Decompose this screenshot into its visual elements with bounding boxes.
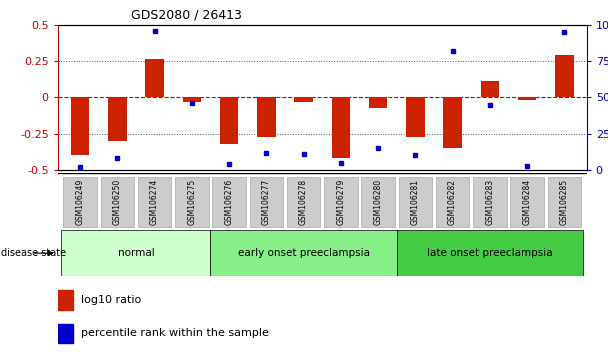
Bar <box>480 81 499 97</box>
Text: late onset preeclampsia: late onset preeclampsia <box>427 248 553 258</box>
Bar <box>257 97 275 137</box>
FancyBboxPatch shape <box>100 177 134 227</box>
Text: GSM106275: GSM106275 <box>187 179 196 225</box>
FancyBboxPatch shape <box>250 177 283 227</box>
FancyBboxPatch shape <box>138 177 171 227</box>
Text: GSM106277: GSM106277 <box>262 179 271 225</box>
FancyBboxPatch shape <box>287 177 320 227</box>
Text: GSM106280: GSM106280 <box>374 179 382 225</box>
Text: GSM106278: GSM106278 <box>299 179 308 225</box>
Text: GSM106250: GSM106250 <box>113 179 122 225</box>
Text: GSM106276: GSM106276 <box>224 179 233 225</box>
Text: GSM106285: GSM106285 <box>560 179 569 225</box>
Bar <box>406 97 424 137</box>
Bar <box>58 290 72 310</box>
Bar <box>397 230 583 276</box>
Bar <box>182 97 201 102</box>
FancyBboxPatch shape <box>548 177 581 227</box>
Bar <box>210 230 397 276</box>
Text: GSM106283: GSM106283 <box>485 179 494 225</box>
Text: GSM106279: GSM106279 <box>336 179 345 225</box>
Text: early onset preeclampsia: early onset preeclampsia <box>238 248 370 258</box>
FancyBboxPatch shape <box>510 177 544 227</box>
Text: GDS2080 / 26413: GDS2080 / 26413 <box>131 8 241 21</box>
FancyBboxPatch shape <box>436 177 469 227</box>
Bar <box>331 97 350 158</box>
FancyBboxPatch shape <box>175 177 209 227</box>
FancyBboxPatch shape <box>63 177 97 227</box>
FancyBboxPatch shape <box>324 177 358 227</box>
Text: normal: normal <box>117 248 154 258</box>
Bar <box>555 55 574 97</box>
FancyBboxPatch shape <box>399 177 432 227</box>
Text: GSM106282: GSM106282 <box>448 179 457 225</box>
Bar <box>61 230 210 276</box>
Bar <box>145 59 164 97</box>
Text: GSM106274: GSM106274 <box>150 179 159 225</box>
Text: disease state: disease state <box>1 248 66 258</box>
Bar <box>294 97 313 102</box>
FancyBboxPatch shape <box>473 177 506 227</box>
Bar <box>369 97 387 108</box>
Text: GSM106249: GSM106249 <box>75 179 85 225</box>
FancyBboxPatch shape <box>212 177 246 227</box>
Text: GSM106284: GSM106284 <box>523 179 531 225</box>
Bar <box>108 97 126 141</box>
Bar <box>443 97 462 148</box>
Bar <box>518 97 536 100</box>
Text: log10 ratio: log10 ratio <box>80 295 141 305</box>
Bar <box>71 97 89 155</box>
FancyBboxPatch shape <box>361 177 395 227</box>
Bar <box>58 324 72 343</box>
Bar <box>220 97 238 144</box>
Text: percentile rank within the sample: percentile rank within the sample <box>80 329 268 338</box>
Text: GSM106281: GSM106281 <box>411 179 420 225</box>
